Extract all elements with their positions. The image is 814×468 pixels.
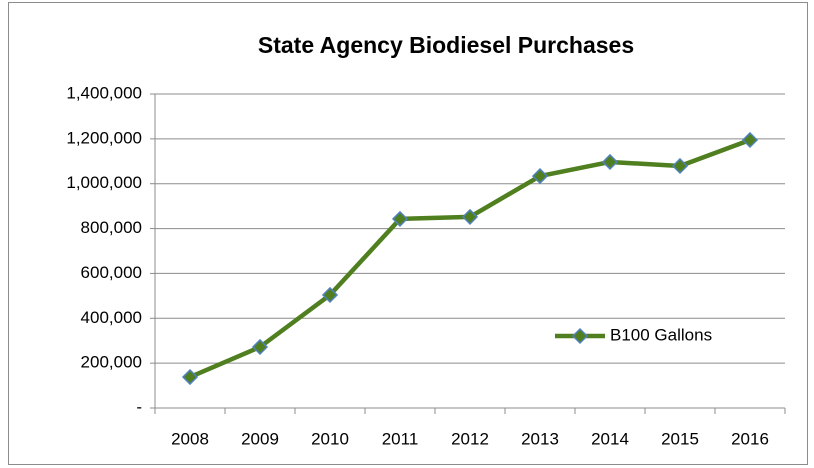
x-tick-label: 2012 [451, 429, 489, 448]
marker [391, 210, 409, 227]
marker [741, 131, 759, 149]
marker [321, 286, 339, 304]
y-tick-label: 1,000,000 [66, 173, 142, 192]
marker [181, 368, 199, 386]
marker [601, 153, 619, 171]
y-tick-label: 1,200,000 [66, 128, 142, 147]
x-tick-label: 2010 [311, 429, 349, 448]
x-tick-label: 2013 [521, 429, 559, 448]
marker [531, 168, 549, 185]
y-tick-label: 800,000 [81, 218, 142, 237]
legend-label: B100 Gallons [610, 325, 712, 344]
y-tick-label: 200,000 [81, 353, 142, 372]
y-tick-label: - [136, 397, 142, 416]
x-tick-label: 2008 [171, 429, 209, 448]
marker [671, 157, 689, 175]
chart-title: State Agency Biodiesel Purchases [258, 32, 634, 58]
chart-border [8, 2, 808, 465]
marker [461, 208, 479, 225]
x-tick-label: 2011 [382, 429, 419, 448]
legend-marker [571, 327, 589, 345]
y-tick-label: 600,000 [81, 263, 142, 282]
y-tick-label: 1,400,000 [66, 83, 142, 102]
marker [251, 338, 269, 356]
x-tick-label: 2016 [731, 429, 769, 448]
x-tick-label: 2009 [241, 429, 279, 448]
x-tick-label: 2014 [591, 429, 629, 448]
x-tick-label: 2015 [661, 429, 699, 448]
y-tick-label: 400,000 [81, 308, 142, 327]
